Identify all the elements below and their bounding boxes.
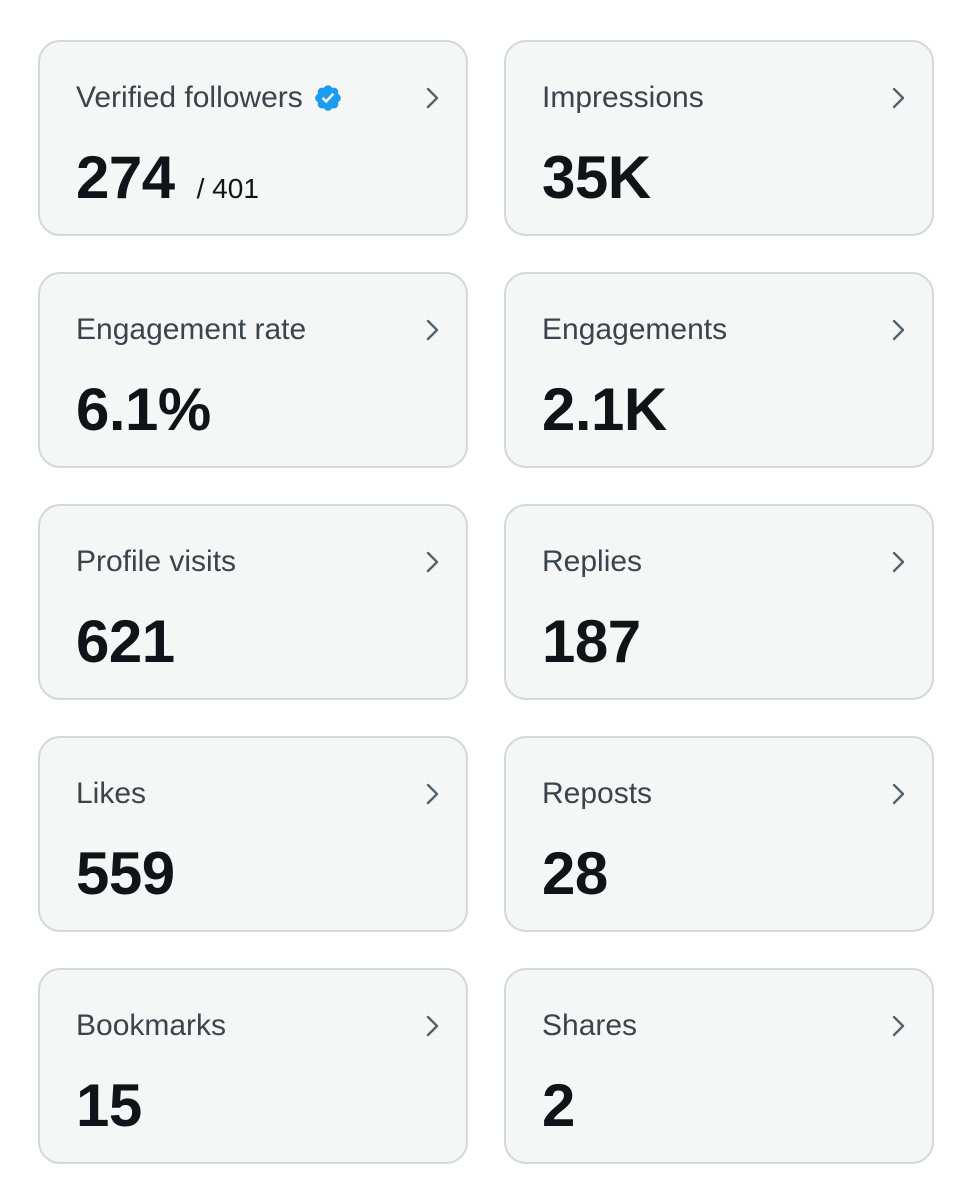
- metric-card-bookmarks[interactable]: Bookmarks 15: [38, 968, 468, 1164]
- metric-total: / 401: [196, 173, 259, 204]
- metric-card-impressions[interactable]: Impressions 35K: [504, 40, 934, 236]
- metric-value: 6.1%: [76, 376, 211, 443]
- chevron-right-icon: [892, 783, 905, 805]
- metric-value-row: 187: [542, 606, 641, 678]
- metric-value-row: 274 / 401: [76, 142, 259, 214]
- metric-card-verified-followers[interactable]: Verified followers 274 / 401: [38, 40, 468, 236]
- metric-card-profile-visits[interactable]: Profile visits 621: [38, 504, 468, 700]
- metric-value: 559: [76, 840, 175, 907]
- verified-badge-icon: [314, 85, 341, 111]
- metric-card-engagements[interactable]: Engagements 2.1K: [504, 272, 934, 468]
- metric-value-row: 2.1K: [542, 374, 667, 446]
- metric-value: 28: [542, 840, 608, 907]
- chevron-right-icon: [426, 783, 439, 805]
- metric-value: 274: [76, 144, 175, 211]
- metric-label: Engagement rate: [76, 313, 307, 346]
- chevron-right-icon: [426, 319, 439, 341]
- metric-card-reposts[interactable]: Reposts 28: [504, 736, 934, 932]
- metric-value: 2.1K: [542, 376, 667, 443]
- metric-label: Reposts: [542, 777, 653, 810]
- metric-label: Profile visits: [76, 545, 237, 578]
- metric-label: Verified followers: [76, 81, 303, 114]
- metric-card-replies[interactable]: Replies 187: [504, 504, 934, 700]
- metric-card-shares[interactable]: Shares 2: [504, 968, 934, 1164]
- metric-value-row: 15: [76, 1070, 142, 1142]
- metric-card-likes[interactable]: Likes 559: [38, 736, 468, 932]
- metric-value-row: 35K: [542, 142, 651, 214]
- chevron-right-icon: [426, 1015, 439, 1037]
- metric-label: Impressions: [542, 81, 704, 114]
- metric-value-row: 28: [542, 838, 608, 910]
- metric-value: 15: [76, 1072, 142, 1139]
- metric-label: Likes: [76, 777, 147, 810]
- chevron-right-icon: [892, 87, 905, 109]
- chevron-right-icon: [892, 551, 905, 573]
- metric-value: 621: [76, 608, 175, 675]
- metric-card-engagement-rate[interactable]: Engagement rate 6.1%: [38, 272, 468, 468]
- metric-label: Replies: [542, 545, 643, 578]
- metric-value-row: 559: [76, 838, 175, 910]
- metric-value: 35K: [542, 144, 651, 211]
- metric-label: Engagements: [542, 313, 728, 346]
- metric-label-container: Verified followers: [76, 78, 343, 118]
- chevron-right-icon: [426, 87, 439, 109]
- metric-value: 187: [542, 608, 641, 675]
- chevron-right-icon: [892, 1015, 905, 1037]
- metric-value-row: 6.1%: [76, 374, 211, 446]
- chevron-right-icon: [892, 319, 905, 341]
- metric-label: Bookmarks: [76, 1009, 227, 1042]
- metric-value: 2: [542, 1072, 575, 1139]
- chevron-right-icon: [426, 551, 439, 573]
- metric-value-row: 2: [542, 1070, 575, 1142]
- metric-label: Shares: [542, 1009, 638, 1042]
- metric-value-row: 621: [76, 606, 175, 678]
